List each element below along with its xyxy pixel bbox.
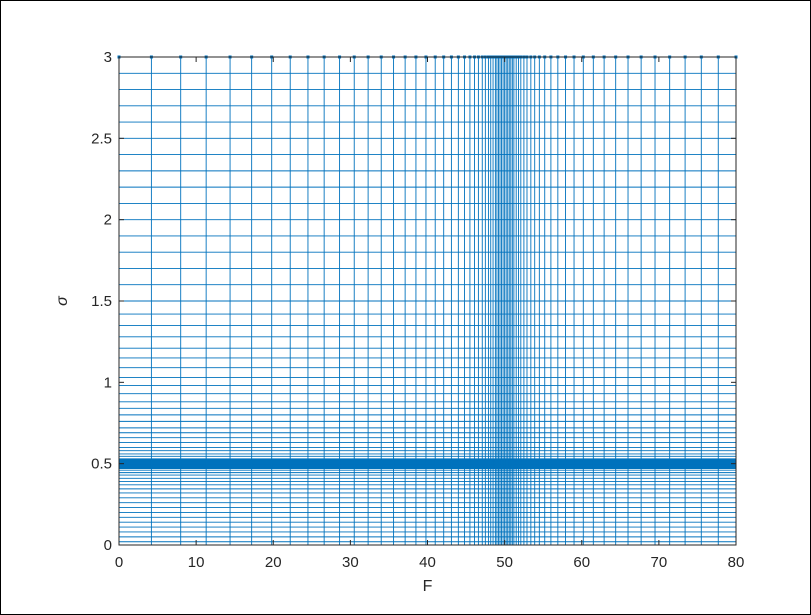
x-tick-labels: 0 10 20 30 40 50 60 70 80	[115, 554, 745, 571]
y-tick-label: 2	[104, 212, 112, 229]
x-tick-label: 20	[265, 554, 282, 571]
x-tick-label: 70	[651, 554, 668, 571]
y-tick-label: 0	[104, 537, 112, 554]
mesh-layer	[117, 55, 738, 545]
x-tick-label: 60	[573, 554, 590, 571]
x-tick-label: 40	[419, 554, 436, 571]
y-tick-label: 3	[104, 49, 112, 66]
x-axis-label: F	[423, 578, 433, 595]
x-tick-label: 80	[728, 554, 745, 571]
y-tick-label: 1	[104, 374, 112, 391]
x-tick-label: 50	[496, 554, 513, 571]
x-tick-label: 30	[342, 554, 359, 571]
y-axis-label: σ	[54, 295, 71, 306]
y-tick-label: 1.5	[91, 293, 112, 310]
axes-layer	[118, 56, 737, 546]
x-tick-label: 0	[115, 554, 123, 571]
y-tick-label: 2.5	[91, 130, 112, 147]
y-tick-labels: 0 0.5 1 1.5 2 2.5 3	[91, 49, 112, 554]
y-tick-label: 0.5	[91, 456, 112, 473]
x-tick-label: 10	[188, 554, 205, 571]
